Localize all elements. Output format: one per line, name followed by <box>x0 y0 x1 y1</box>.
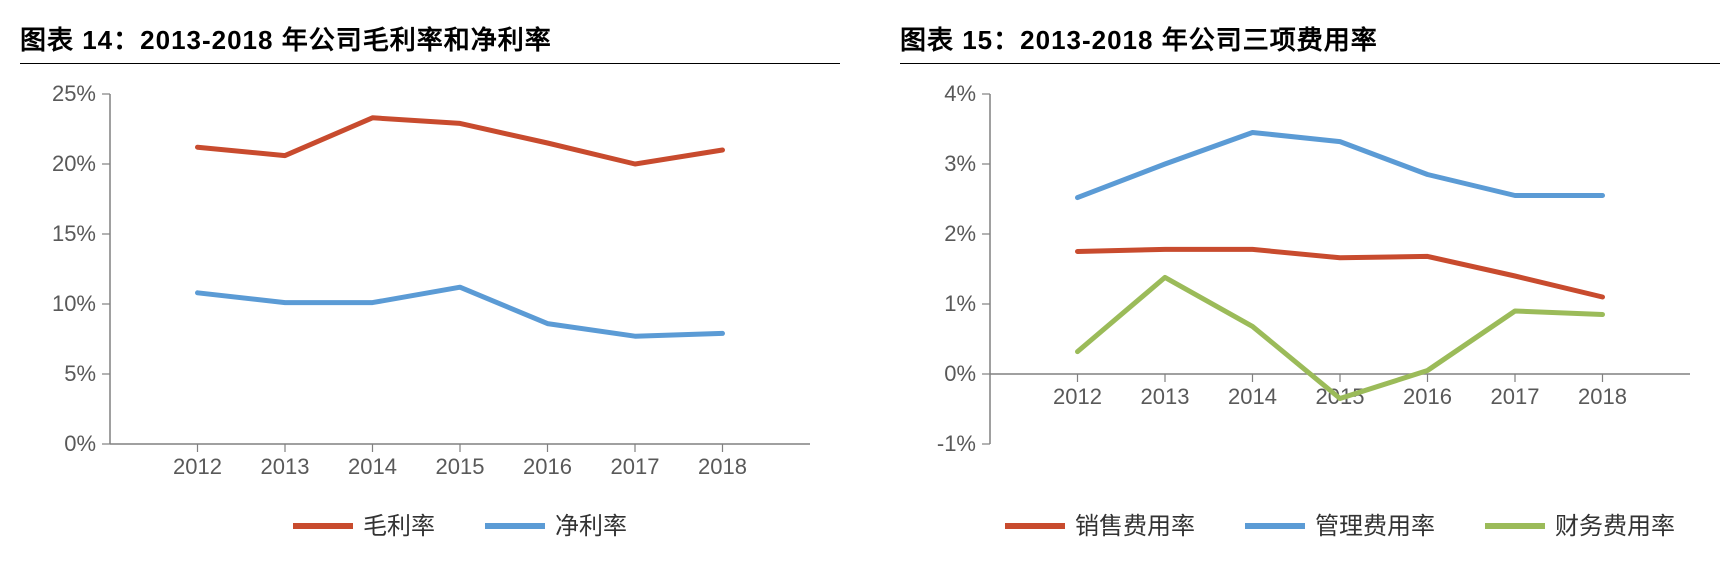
svg-text:-1%: -1% <box>937 431 976 456</box>
svg-text:20%: 20% <box>52 151 96 176</box>
svg-text:1%: 1% <box>944 291 976 316</box>
svg-text:净利率: 净利率 <box>555 513 627 540</box>
svg-text:2017: 2017 <box>1491 384 1540 409</box>
svg-text:财务费用率: 财务费用率 <box>1555 513 1675 540</box>
svg-text:5%: 5% <box>64 361 96 386</box>
svg-text:管理费用率: 管理费用率 <box>1315 513 1435 540</box>
chart-panel-left: 图表 14：2013-2018 年公司毛利率和净利率 0% 5% 10% 15% 20%… <box>20 20 840 564</box>
svg-text:2015: 2015 <box>436 454 485 479</box>
chart-svg-right: -1%0%1%2%3%4%201220132014201520162017201… <box>900 64 1720 564</box>
svg-text:2016: 2016 <box>523 454 572 479</box>
svg-text:2014: 2014 <box>348 454 397 479</box>
svg-text:4%: 4% <box>944 81 976 106</box>
svg-text:销售费用率: 销售费用率 <box>1075 513 1195 540</box>
svg-text:2013: 2013 <box>261 454 310 479</box>
svg-text:2013: 2013 <box>1141 384 1190 409</box>
chart-panel-right: 图表 15：2013-2018 年公司三项费用率 -1% 0% 1% 2% 3% 4% 20… <box>900 20 1720 564</box>
svg-text:2017: 2017 <box>611 454 660 479</box>
svg-text:毛利率: 毛利率 <box>363 513 435 540</box>
svg-text:3%: 3% <box>944 151 976 176</box>
svg-text:2014: 2014 <box>1228 384 1277 409</box>
chart-title-left: 图表 14：2013-2018 年公司毛利率和净利率 <box>20 20 840 64</box>
svg-text:0%: 0% <box>944 361 976 386</box>
svg-text:2018: 2018 <box>698 454 747 479</box>
svg-text:15%: 15% <box>52 221 96 246</box>
svg-text:2012: 2012 <box>173 454 222 479</box>
chart-title-right: 图表 15：2013-2018 年公司三项费用率 <box>900 20 1720 64</box>
svg-text:2016: 2016 <box>1403 384 1452 409</box>
chart-svg-left: 0% 5% 10% 15% 20% 25% 2012 2013 2014 2015 2016 2017… <box>20 64 840 564</box>
svg-text:10%: 10% <box>52 291 96 316</box>
svg-text:2018: 2018 <box>1578 384 1627 409</box>
svg-text:0%: 0% <box>64 431 96 456</box>
svg-text:2%: 2% <box>944 221 976 246</box>
svg-text:25%: 25% <box>52 81 96 106</box>
svg-text:2012: 2012 <box>1053 384 1102 409</box>
